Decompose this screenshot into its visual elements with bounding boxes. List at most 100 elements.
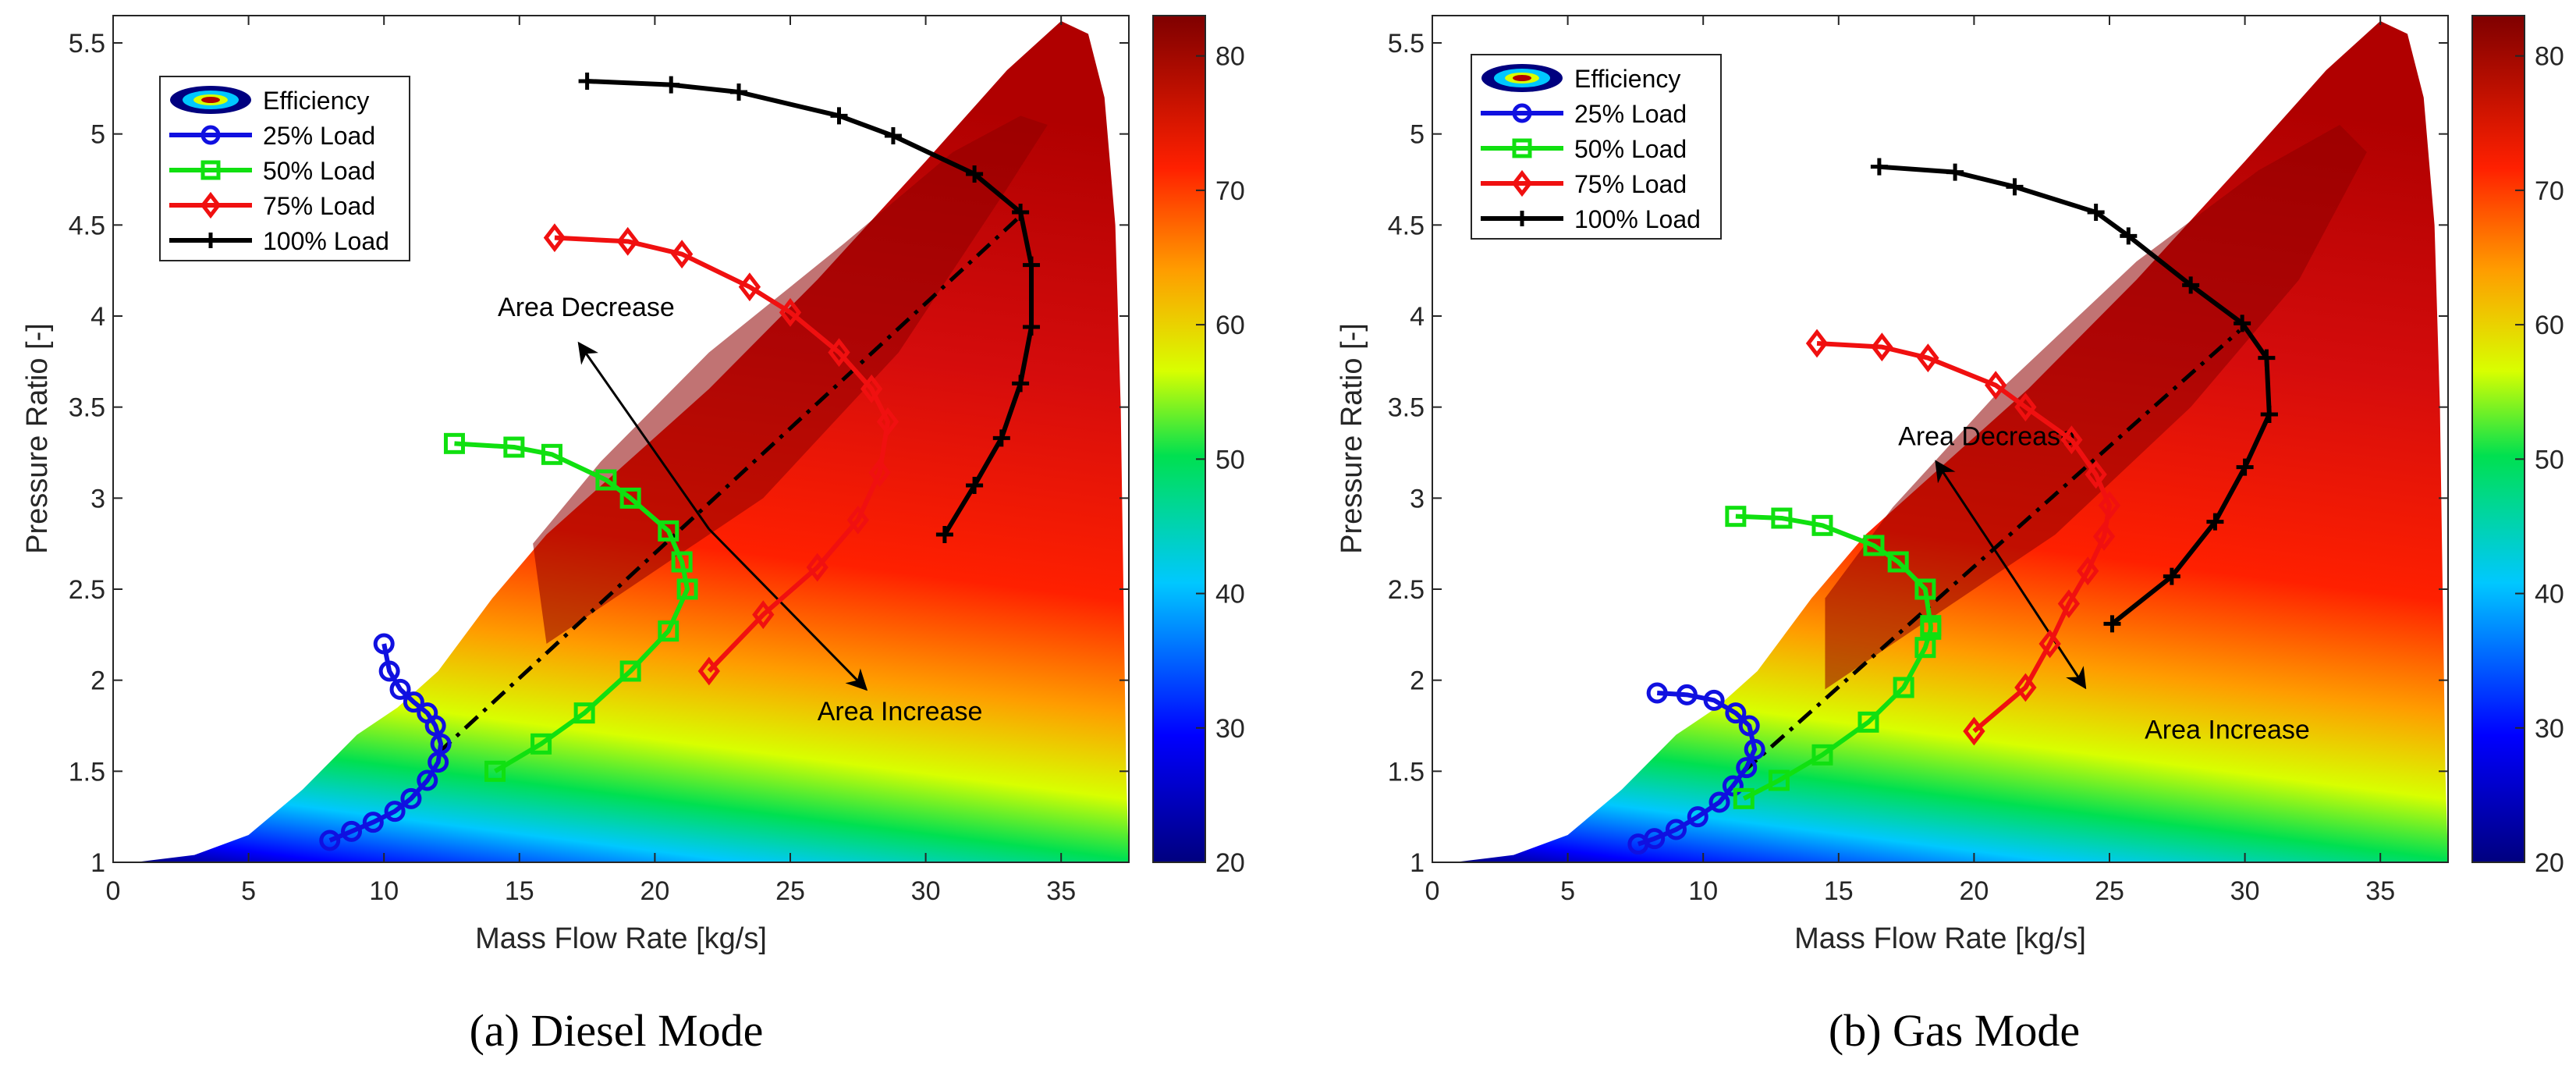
data-point-marker — [341, 820, 363, 842]
colorbar-tick-label: 70 — [1215, 176, 1245, 206]
colorbar-tick-label: 50 — [1215, 445, 1245, 474]
data-point-marker — [1708, 791, 1730, 813]
data-point-marker — [443, 432, 465, 454]
data-point-marker — [992, 429, 1010, 447]
colorbar-tick-label: 80 — [2535, 42, 2564, 72]
series-75-load — [543, 223, 899, 686]
y-tick-label: 5 — [1410, 120, 1425, 150]
legend-marker — [200, 125, 221, 145]
x-tick-label: 25 — [2095, 876, 2124, 906]
legend-entry-label: Efficiency — [1574, 65, 1680, 93]
area-increase-arrow — [708, 528, 868, 691]
efficiency-map — [134, 21, 1129, 862]
data-point-marker — [1914, 637, 1936, 659]
y-tick-label: 1.5 — [69, 757, 105, 787]
x-tick-label: 30 — [2230, 876, 2260, 906]
data-point-marker — [573, 702, 595, 724]
axes-box — [112, 15, 1130, 863]
y-tick-label: 2 — [1410, 666, 1425, 696]
y-tick-label: 3 — [1410, 484, 1425, 513]
data-point-marker — [806, 552, 829, 582]
y-axis: 1 1.5 2 2.5 3 3.5 4 4.5 5 5.5 — [69, 29, 1129, 878]
data-point-marker — [1738, 715, 1760, 737]
x-axis-label: Mass Flow Rate [kg/s] — [1794, 922, 2086, 955]
legend-entry-label: 25% Load — [263, 122, 375, 150]
data-point-marker — [619, 660, 641, 682]
panel-gas-mode: 0 5 10 15 20 25 30 35 1 1.5 2 2.5 3 3.5 4 4.5 5 5.5 Area… — [1336, 15, 2564, 1056]
y-tick-label: 5.5 — [69, 29, 105, 59]
data-point-marker — [752, 600, 775, 630]
x-axis-label: Mass Flow Rate [kg/s] — [475, 922, 767, 955]
series-50-load — [1725, 506, 1942, 809]
legend-marker — [1512, 103, 1532, 123]
series-50-load — [443, 432, 698, 782]
data-point-marker — [373, 633, 395, 655]
legend-entry-label: 50% Load — [263, 157, 375, 185]
data-point-marker — [1725, 506, 1747, 528]
data-point-marker — [2092, 521, 2116, 551]
colorbar-tick-label: 40 — [2535, 580, 2564, 609]
data-point-marker — [1665, 819, 1687, 840]
data-point-marker — [1887, 551, 1909, 573]
y-tick-label: 5 — [90, 120, 105, 150]
legend-marker — [1511, 169, 1533, 197]
data-point-marker — [2014, 673, 2037, 702]
y-tick-label: 4.5 — [1388, 211, 1425, 240]
data-point-marker — [1914, 578, 1936, 600]
legend-marker — [1512, 138, 1532, 158]
colorbar-tick-label: 80 — [1215, 42, 1245, 72]
data-point-marker — [1946, 163, 1964, 181]
colorbar-tick-label: 20 — [2535, 848, 2564, 878]
data-point-marker — [1771, 507, 1793, 529]
data-point-marker — [2057, 589, 2081, 619]
annotation-label: Area Decrease — [498, 293, 675, 322]
series-line — [454, 441, 690, 773]
data-point-marker — [846, 505, 869, 535]
data-point-marker — [424, 715, 446, 737]
series-75-load — [1805, 329, 2121, 746]
x-tick-label: 0 — [106, 876, 121, 906]
efficiency-swatch-peak — [201, 97, 220, 103]
data-point-marker — [384, 801, 406, 823]
y-axis-label: Pressure Ratio [-] — [1336, 323, 1368, 554]
data-point-marker — [428, 751, 449, 773]
data-point-marker — [2234, 314, 2251, 332]
peak-efficiency-region — [533, 115, 1048, 645]
y-tick-label: 1.5 — [1388, 757, 1425, 787]
y-tick-label: 5.5 — [1388, 29, 1425, 59]
data-point-marker — [619, 487, 641, 509]
data-point-marker — [876, 407, 899, 436]
area-decrease-arrow — [1935, 460, 2016, 581]
data-point-marker — [2087, 204, 2105, 221]
y-tick-label: 4 — [90, 302, 105, 332]
x-tick-label: 15 — [505, 876, 534, 906]
x-tick-label: 15 — [1824, 876, 1854, 906]
data-point-marker — [1733, 787, 1755, 809]
colorbar: 20 30 40 50 60 70 80 — [2471, 15, 2564, 878]
data-point-marker — [1687, 806, 1708, 828]
series-100-load — [1870, 158, 2278, 633]
data-point-marker — [1627, 833, 1649, 855]
x-tick-label: 35 — [2365, 876, 2395, 906]
caption-diesel-mode: (a) Diesel Mode — [470, 1005, 764, 1056]
annotation-label: Area Increase — [818, 697, 983, 727]
efficiency-map — [1453, 21, 2448, 862]
data-point-marker — [2006, 178, 2024, 196]
data-point-marker — [671, 551, 693, 573]
data-point-marker — [2038, 629, 2061, 659]
data-point-marker — [417, 769, 438, 791]
x-axis: 0 5 10 15 20 25 30 35 — [106, 16, 1076, 906]
data-point-marker — [1863, 535, 1885, 556]
data-point-marker — [2085, 460, 2107, 489]
colorbar-gradient — [2471, 15, 2525, 863]
axes-box — [1432, 15, 2449, 863]
panel-diesel-mode: 0 5 10 15 20 25 30 35 1 1.5 2 2.5 3 3.5 4 4.5 5 5.5 Area… — [21, 15, 1245, 1056]
data-point-marker — [658, 520, 679, 542]
legend-entry-label: 100% Load — [1574, 205, 1701, 233]
y-tick-label: 4 — [1410, 302, 1425, 332]
legend: Efficiency 25% Load 50% Load 75% Load 100% L… — [1471, 54, 1722, 240]
data-point-marker — [319, 830, 341, 851]
legend-entry-label: 75% Load — [263, 192, 375, 220]
data-point-marker — [1963, 716, 1985, 746]
